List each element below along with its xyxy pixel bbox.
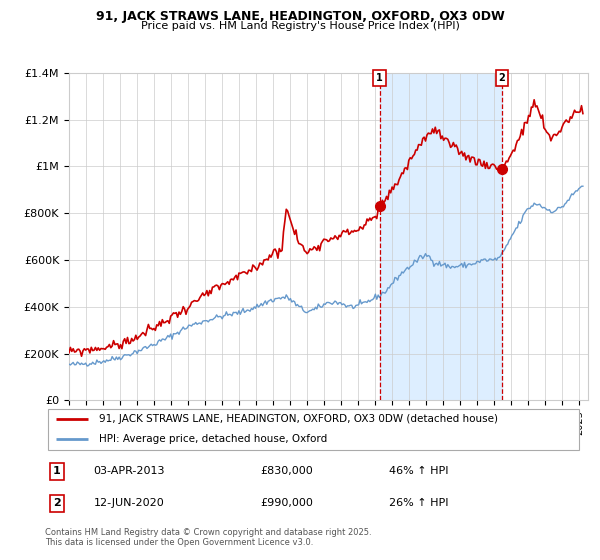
FancyBboxPatch shape [47,409,580,450]
Text: £830,000: £830,000 [260,466,313,476]
Text: HPI: Average price, detached house, Oxford: HPI: Average price, detached house, Oxfo… [98,434,327,444]
Text: 46% ↑ HPI: 46% ↑ HPI [389,466,448,476]
Text: 1: 1 [376,73,383,83]
Text: 91, JACK STRAWS LANE, HEADINGTON, OXFORD, OX3 0DW: 91, JACK STRAWS LANE, HEADINGTON, OXFORD… [95,10,505,23]
Text: 2: 2 [499,73,505,83]
Text: 12-JUN-2020: 12-JUN-2020 [94,498,164,508]
Text: Contains HM Land Registry data © Crown copyright and database right 2025.
This d: Contains HM Land Registry data © Crown c… [45,528,371,547]
Bar [380,73,502,400]
Text: Price paid vs. HM Land Registry's House Price Index (HPI): Price paid vs. HM Land Registry's House … [140,21,460,31]
Text: £990,000: £990,000 [260,498,313,508]
Text: 2: 2 [53,498,61,508]
Text: 1: 1 [53,466,61,476]
Text: 26% ↑ HPI: 26% ↑ HPI [389,498,448,508]
Text: 03-APR-2013: 03-APR-2013 [94,466,165,476]
Text: 91, JACK STRAWS LANE, HEADINGTON, OXFORD, OX3 0DW (detached house): 91, JACK STRAWS LANE, HEADINGTON, OXFORD… [98,414,498,424]
